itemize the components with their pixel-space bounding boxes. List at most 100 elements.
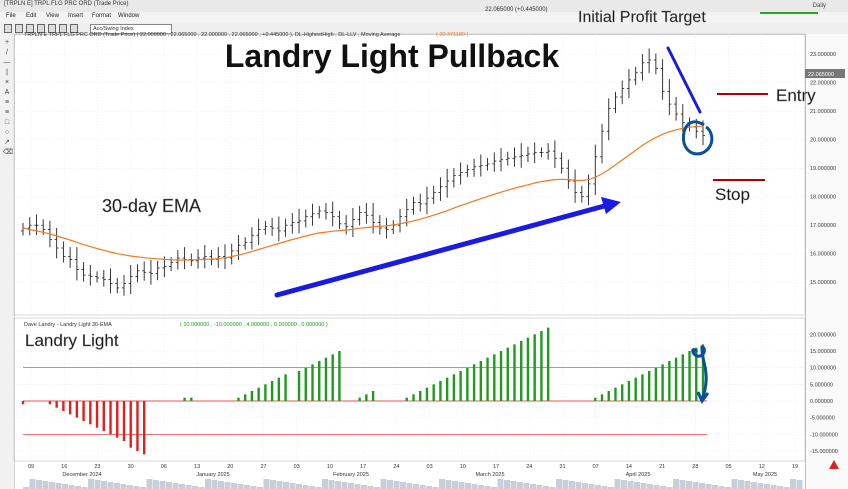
positive-bar (412, 394, 415, 401)
negative-bar (75, 401, 79, 418)
positive-bar (243, 394, 247, 401)
x-month-label: May 2025 (753, 472, 777, 478)
volume-strip-bar (348, 483, 354, 489)
x-tick-label: 17 (493, 464, 499, 470)
rectangle-tool-icon[interactable]: □ (4, 119, 10, 126)
quote-label: 22.065000 (+0.445000) (485, 7, 548, 13)
volume-strip-bar (49, 482, 55, 489)
volume-strip-bar (718, 486, 725, 489)
volume-strip-bar (543, 486, 549, 489)
positive-bar (304, 367, 307, 401)
volume-strip-bar (94, 480, 101, 489)
x-tick-label: 17 (360, 464, 366, 470)
positive-bar (452, 374, 456, 401)
negative-bar (102, 401, 105, 431)
positive-bar (264, 384, 267, 401)
volume-strip-bar (367, 486, 374, 489)
trendline-tool-icon[interactable]: / (6, 49, 8, 56)
volume-strip-bar (68, 485, 75, 489)
cross-tool-icon[interactable]: × (4, 79, 10, 86)
menu-format[interactable]: Format (92, 13, 112, 19)
positive-bar (338, 351, 341, 401)
print-icon[interactable] (37, 24, 45, 33)
volume-strip-bar (114, 483, 120, 489)
volume-strip-bar (536, 485, 543, 489)
indicator-panel-header: Dave Landry - Landry Light 30-EMA (24, 322, 112, 328)
study-selector[interactable]: Acc/Swing Index (90, 24, 172, 34)
new-chart-icon[interactable] (4, 24, 12, 33)
positive-bar (621, 384, 624, 401)
menu-edit[interactable]: Edit (26, 13, 37, 19)
fib-tool-icon[interactable]: ≡ (4, 99, 10, 106)
ema-30-line (22, 125, 703, 261)
cursor-icon[interactable] (59, 24, 67, 33)
delete-tool-icon[interactable]: ⌫ (3, 149, 13, 156)
x-month-label: February 2025 (333, 472, 369, 478)
positive-bar (627, 381, 631, 401)
save-icon[interactable] (26, 24, 34, 33)
positive-bar (540, 331, 543, 401)
volume-strip-bar (452, 481, 458, 489)
positive-bar (493, 354, 496, 401)
volume-strip-bar (686, 481, 692, 489)
menu-file[interactable]: File (6, 13, 16, 19)
channel-tool-icon[interactable]: ≡ (4, 109, 10, 116)
volume-strip-bar (198, 487, 205, 489)
positive-bar (270, 381, 274, 401)
volume-strip-bar (426, 486, 432, 489)
open-icon[interactable] (15, 24, 23, 33)
ellipse-tool-icon[interactable]: ○ (4, 129, 10, 136)
x-tick-label: 10 (327, 464, 333, 470)
vertical-line-tool-icon[interactable]: | (6, 69, 8, 76)
zoom-icon[interactable] (48, 24, 56, 33)
horizontal-line-tool-icon[interactable]: — (3, 59, 11, 66)
positive-bar (668, 361, 671, 401)
negative-bar (109, 401, 112, 435)
volume-strip-bar (445, 480, 452, 489)
volume-strip-bar (23, 487, 29, 489)
volume-strip-bar (588, 484, 595, 489)
volume-strip-bar (211, 480, 218, 489)
text-tool-icon[interactable]: A (4, 89, 10, 96)
volume-strip-bar (712, 485, 718, 489)
timeframe-label[interactable]: Daily (812, 3, 826, 9)
volume-strip-bar (777, 486, 783, 489)
menu-insert[interactable]: Insert (68, 13, 84, 19)
positive-bar (297, 371, 301, 401)
positive-bar (439, 381, 442, 401)
settings-icon[interactable] (70, 24, 78, 33)
negative-bar (82, 401, 85, 421)
volume-strip-bar (380, 479, 387, 489)
x-tick-label: 07 (593, 464, 599, 470)
arrow-tool-icon[interactable]: ↗ (4, 139, 10, 146)
volume-strip-bar (166, 482, 172, 489)
indicator-tick-label: 5.000000 (810, 382, 833, 388)
price-tick-label: 20.000000 (810, 138, 836, 144)
positive-bar (486, 357, 489, 401)
positive-bar (634, 377, 637, 401)
volume-strip-bar (666, 487, 673, 489)
volume-strip-bar (679, 480, 686, 489)
x-tick-label: 23 (94, 464, 100, 470)
price-panel-frame (13, 33, 806, 316)
volume-strip-bar (614, 479, 621, 489)
positive-bar (432, 384, 435, 401)
x-tick-label: 27 (260, 464, 266, 470)
menu-view[interactable]: View (46, 13, 59, 19)
volume-strip-bar (497, 479, 504, 489)
negative-bar (136, 401, 139, 451)
x-tick-label: 14 (626, 464, 632, 470)
negative-bar (55, 401, 58, 408)
volume-strip-bar (510, 481, 517, 489)
cursor-tool-icon[interactable]: + (4, 39, 10, 46)
price-panel-header: TRPLN E TRPL FLG PRC ORD (Trade Price) (… (24, 32, 400, 38)
volume-strip-bar (315, 487, 322, 489)
volume-strip-bar (146, 479, 153, 489)
volume-strip-bar (582, 483, 588, 489)
x-tick-label: 09 (28, 464, 34, 470)
volume-strip-bar (179, 484, 185, 489)
indicator-tick-label: 10.000000 (810, 366, 836, 372)
volume-strip-bar (341, 482, 348, 489)
volume-strip-bar (335, 481, 341, 489)
menu-window[interactable]: Window (118, 13, 140, 19)
